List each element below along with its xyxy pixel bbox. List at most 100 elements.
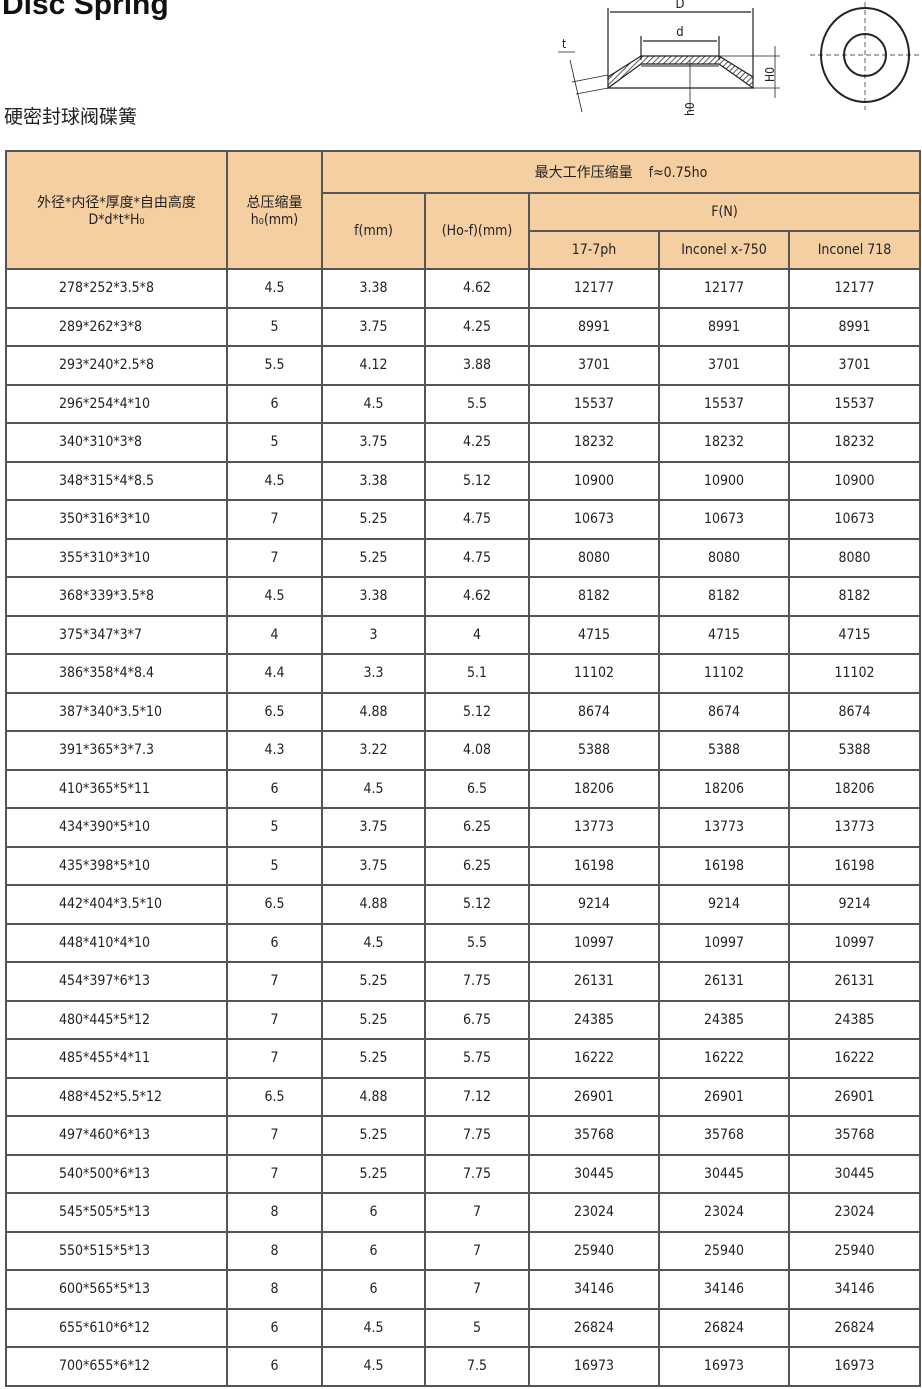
disc-spring-diagram: D d t H0 h0: [558, 0, 920, 116]
cell-force-inconel-x750: 8080: [658, 537, 790, 578]
table-row: 391*365*3*7.3 4.3 3.22 4.08 5388 5388 5388: [5, 730, 922, 771]
cell-h0: 6: [226, 383, 323, 424]
cell-f: 4.5: [321, 1307, 426, 1348]
cell-force-inconel-718: 8991: [787, 306, 922, 347]
cell-h0: 7: [226, 961, 323, 1002]
cell-f: 6: [321, 1230, 426, 1271]
cell-force-inconel-718: 34146: [787, 1269, 922, 1310]
header-inconel-x750: Inconel x-750: [658, 230, 790, 270]
cell-dimensions: 600*565*5*13: [5, 1269, 228, 1310]
cell-dimensions: 296*254*4*10: [5, 383, 228, 424]
cell-dimensions: 289*262*3*8: [5, 306, 228, 347]
cell-h0: 4.4: [226, 653, 323, 694]
table-row: 545*505*5*13 8 6 7 23024 23024 23024: [5, 1192, 922, 1233]
table-row: 368*339*3.5*8 4.5 3.38 4.62 8182 8182 8182: [5, 576, 922, 617]
cell-force-inconel-x750: 4715: [658, 614, 790, 655]
cell-force-inconel-x750: 18206: [658, 768, 790, 809]
table-row: 387*340*3.5*10 6.5 4.88 5.12 8674 8674 8674: [5, 691, 922, 732]
cell-force-inconel-x750: 10673: [658, 499, 790, 540]
cell-f: 4.5: [321, 922, 426, 963]
header-ho-f: (Ho-f)(mm): [424, 192, 530, 270]
cell-dimensions: 350*316*3*10: [5, 499, 228, 540]
cell-force-inconel-x750: 13773: [658, 807, 790, 848]
page-title: Disc Spring: [2, 0, 169, 21]
cell-ho-f: 4.25: [424, 306, 530, 347]
cell-h0: 5: [226, 306, 323, 347]
cell-force-inconel-x750: 24385: [658, 999, 790, 1040]
cell-force-inconel-x750: 16222: [658, 1038, 790, 1079]
table-row: 448*410*4*10 6 4.5 5.5 10997 10997 10997: [5, 922, 922, 963]
label-H0: H0: [763, 67, 777, 82]
cell-force-17-7ph: 12177: [528, 268, 660, 309]
cell-force-inconel-718: 26131: [787, 961, 922, 1002]
cell-force-inconel-x750: 23024: [658, 1192, 790, 1233]
table-row: 434*390*5*10 5 3.75 6.25 13773 13773 13773: [5, 807, 922, 848]
cell-force-17-7ph: 10900: [528, 460, 660, 501]
table-row: 296*254*4*10 6 4.5 5.5 15537 15537 15537: [5, 383, 922, 424]
table-row: 497*460*6*13 7 5.25 7.75 35768 35768 35768: [5, 1115, 922, 1156]
table-row: 278*252*3.5*8 4.5 3.38 4.62 12177 12177 12177: [5, 268, 922, 309]
cell-f: 3.22: [321, 730, 426, 771]
cell-h0: 5: [226, 807, 323, 848]
table-row: 485*455*4*11 7 5.25 5.75 16222 16222 16222: [5, 1038, 922, 1079]
cell-force-inconel-718: 11102: [787, 653, 922, 694]
header-17-7ph: 17-7ph: [528, 230, 660, 270]
cell-dimensions: 386*358*4*8.4: [5, 653, 228, 694]
cell-h0: 7: [226, 999, 323, 1040]
cell-h0: 6.5: [226, 691, 323, 732]
cell-force-inconel-x750: 10900: [658, 460, 790, 501]
cell-f: 4.5: [321, 1346, 426, 1387]
cell-h0: 5: [226, 845, 323, 886]
cell-ho-f: 4.62: [424, 576, 530, 617]
cell-ho-f: 7.75: [424, 961, 530, 1002]
table-row: 435*398*5*10 5 3.75 6.25 16198 16198 16198: [5, 845, 922, 886]
cell-force-17-7ph: 25940: [528, 1230, 660, 1271]
cell-dimensions: 410*365*5*11: [5, 768, 228, 809]
table-row: 540*500*6*13 7 5.25 7.75 30445 30445 30445: [5, 1153, 922, 1194]
cell-ho-f: 7.5: [424, 1346, 530, 1387]
cell-force-inconel-x750: 8674: [658, 691, 790, 732]
table-row: 700*655*6*12 6 4.5 7.5 16973 16973 16973: [5, 1346, 922, 1387]
cell-force-17-7ph: 16222: [528, 1038, 660, 1079]
cell-force-inconel-718: 23024: [787, 1192, 922, 1233]
cell-h0: 4.5: [226, 460, 323, 501]
cell-h0: 8: [226, 1230, 323, 1271]
table-row: 600*565*5*13 8 6 7 34146 34146 34146: [5, 1269, 922, 1310]
cell-force-inconel-718: 8674: [787, 691, 922, 732]
cell-force-17-7ph: 16973: [528, 1346, 660, 1387]
cell-ho-f: 7: [424, 1230, 530, 1271]
cell-f: 5.25: [321, 537, 426, 578]
cell-force-inconel-718: 25940: [787, 1230, 922, 1271]
cell-ho-f: 5.1: [424, 653, 530, 694]
cell-f: 5.25: [321, 999, 426, 1040]
cell-dimensions: 278*252*3.5*8: [5, 268, 228, 309]
cell-ho-f: 4: [424, 614, 530, 655]
cell-force-inconel-718: 15537: [787, 383, 922, 424]
label-h0: h0: [683, 102, 697, 116]
cell-dimensions: 540*500*6*13: [5, 1153, 228, 1194]
cell-force-inconel-718: 16973: [787, 1346, 922, 1387]
cell-h0: 6: [226, 922, 323, 963]
cell-force-17-7ph: 3701: [528, 345, 660, 386]
cell-force-inconel-x750: 34146: [658, 1269, 790, 1310]
cell-ho-f: 7.12: [424, 1076, 530, 1117]
cell-f: 4.5: [321, 383, 426, 424]
cell-force-inconel-x750: 35768: [658, 1115, 790, 1156]
cell-ho-f: 5.12: [424, 460, 530, 501]
cell-force-17-7ph: 26901: [528, 1076, 660, 1117]
cell-dimensions: 391*365*3*7.3: [5, 730, 228, 771]
cell-force-inconel-718: 5388: [787, 730, 922, 771]
cell-dimensions: 485*455*4*11: [5, 1038, 228, 1079]
cell-f: 3.75: [321, 807, 426, 848]
cell-force-17-7ph: 24385: [528, 999, 660, 1040]
header-max-compression: 最大工作压缩量 f≈0.75ho: [320, 150, 922, 194]
table-row: 355*310*3*10 7 5.25 4.75 8080 8080 8080: [5, 537, 922, 578]
cell-ho-f: 7: [424, 1192, 530, 1233]
header-dimensions: 外径*内径*厚度*自由高度 D*d*t*H₀: [5, 150, 228, 270]
cell-force-17-7ph: 35768: [528, 1115, 660, 1156]
cell-force-17-7ph: 10673: [528, 499, 660, 540]
cell-force-17-7ph: 18232: [528, 422, 660, 463]
cell-ho-f: 5.12: [424, 884, 530, 925]
cell-f: 3.75: [321, 306, 426, 347]
cell-ho-f: 4.75: [424, 499, 530, 540]
